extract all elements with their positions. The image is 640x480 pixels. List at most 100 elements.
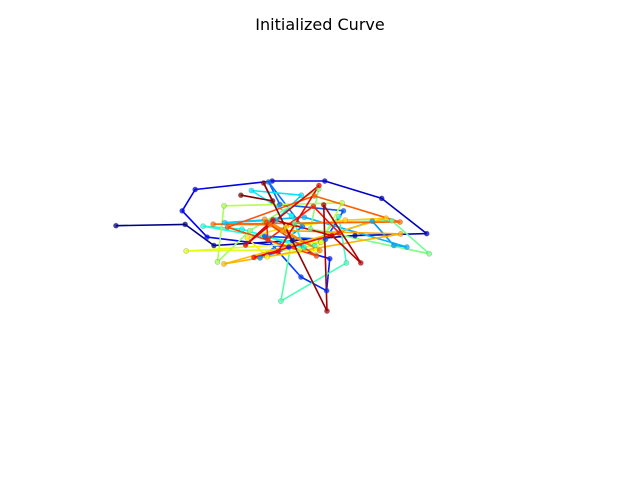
curve-point [289,237,296,244]
curve-point [192,186,199,193]
curve-point [221,260,227,267]
curve-point [336,230,343,236]
curve-point [316,247,323,254]
curve-segment [223,217,387,265]
curve-point [298,192,305,199]
curve-point [388,217,395,224]
curve-point [277,298,284,304]
curve-segment [264,235,302,278]
curve-point [357,259,364,266]
curve-segment [240,194,273,202]
curve-point [224,224,231,231]
curve-segment [338,216,348,264]
curve-point [242,242,249,248]
curve-point [264,253,271,260]
curve-point [322,236,329,243]
curve-segment [181,189,196,212]
curve-point [248,187,255,194]
curve-point [261,233,268,240]
curve-segment [269,223,321,252]
curve-segment [213,221,401,225]
curve-point [323,287,330,294]
curve-point [269,197,276,204]
curve-point [210,242,217,249]
curve-segment [267,205,314,241]
curve-point [204,234,210,240]
curve-segment [345,217,387,221]
curve-point [244,235,251,241]
curve-point [263,219,270,226]
curve-segment [262,182,328,312]
curve-group [113,178,433,314]
curve-segment [216,205,225,262]
curve-point [275,248,281,255]
curve-point [397,230,404,237]
curve-point [310,203,317,210]
curve-point [113,222,119,229]
curve-segment [325,258,331,291]
curve-segment [391,220,430,255]
curve-point [369,218,376,225]
curve-point [210,221,217,228]
curve-point [264,236,271,243]
curve-point [239,226,245,233]
curve-point [301,214,308,221]
chart-title: Initialized Curve [255,15,384,34]
curve-point [426,250,433,257]
curve-point [246,227,253,234]
curve-point [321,178,328,184]
curve-point [298,274,304,280]
curve-segment [280,262,347,302]
curve-segment [262,182,274,202]
curve-point [250,254,257,261]
curve-segment [312,205,340,234]
curve-point [279,227,286,234]
curve-segment [322,204,328,312]
curve-point [324,308,330,314]
curve-point [282,223,289,230]
curve-point [200,223,206,230]
curve-point [339,199,345,206]
curve-segment [181,210,208,238]
curve-segment [216,230,251,263]
curve-point [257,254,263,261]
curve-point [320,201,327,208]
curve-segment [195,180,273,191]
curve-point [313,252,320,259]
curve-point [403,244,410,250]
curve-point [316,182,322,189]
curve-point [300,244,307,251]
curve-segment [259,226,303,259]
curve-segment [115,223,186,227]
curve-point [288,212,295,219]
curve-point [182,221,188,228]
curve-point [383,215,389,222]
curve-point [299,223,306,230]
curve-point [343,259,350,266]
curve-segment [310,228,430,255]
curve-point [311,192,318,199]
curve-point [390,242,397,249]
curve-point [329,232,335,239]
curve-point [318,239,325,246]
curve-point [342,217,349,224]
curve-point [335,213,342,220]
curve-point [237,192,244,199]
curve-segment [245,184,320,246]
curve-point [285,244,292,250]
curve-point [296,246,303,253]
curve-point [270,216,276,223]
curve-point [340,207,347,214]
curve-point [179,207,186,214]
curve-point [183,248,190,254]
curve-point [423,230,430,237]
curve-point [265,179,272,185]
curve-point [221,202,227,209]
curve-point [291,220,298,227]
curve-segment [331,235,362,264]
curve-point [221,219,228,226]
curve-segment [324,180,382,200]
curve-point [307,225,314,232]
curve-point [276,201,283,208]
